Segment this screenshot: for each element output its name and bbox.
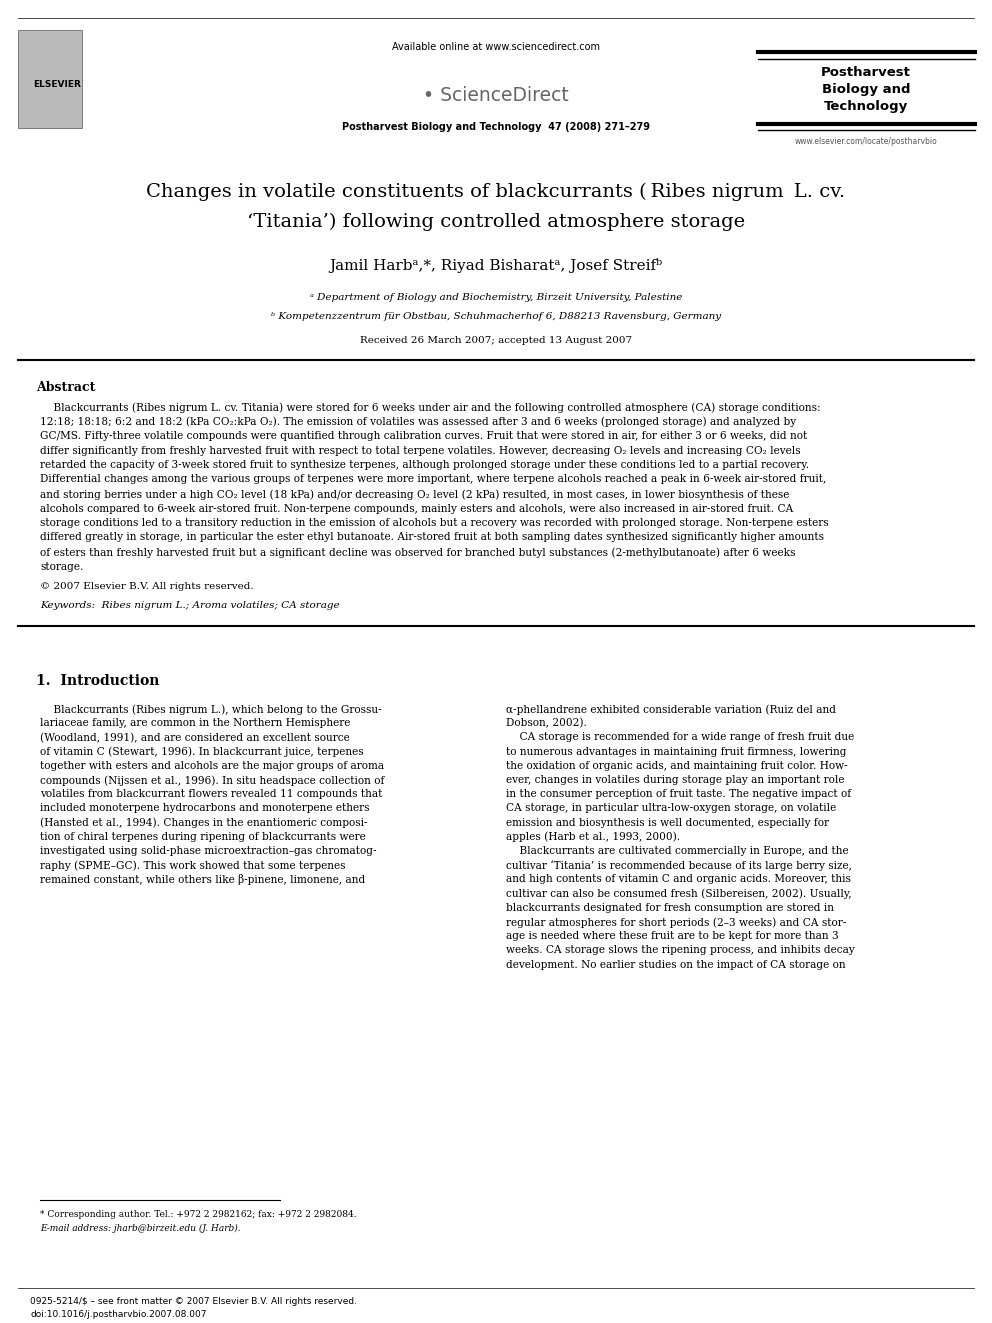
Text: in the consumer perception of fruit taste. The negative impact of: in the consumer perception of fruit tast… [506, 790, 851, 799]
Text: investigated using solid-phase microextraction–gas chromatog-: investigated using solid-phase microextr… [40, 845, 377, 856]
Text: storage conditions led to a transitory reduction in the emission of alcohols but: storage conditions led to a transitory r… [40, 519, 828, 528]
Text: Received 26 March 2007; accepted 13 August 2007: Received 26 March 2007; accepted 13 Augu… [360, 336, 632, 345]
Text: Dobson, 2002).: Dobson, 2002). [506, 718, 587, 729]
Text: together with esters and alcohols are the major groups of aroma: together with esters and alcohols are th… [40, 761, 384, 771]
Text: raphy (SPME–GC). This work showed that some terpenes: raphy (SPME–GC). This work showed that s… [40, 860, 345, 871]
Text: weeks. CA storage slows the ripening process, and inhibits decay: weeks. CA storage slows the ripening pro… [506, 946, 855, 955]
Text: Abstract: Abstract [36, 381, 95, 394]
Text: the oxidation of organic acids, and maintaining fruit color. How-: the oxidation of organic acids, and main… [506, 761, 847, 771]
Text: included monoterpene hydrocarbons and monoterpene ethers: included monoterpene hydrocarbons and mo… [40, 803, 369, 814]
Text: apples (Harb et al., 1993, 2000).: apples (Harb et al., 1993, 2000). [506, 832, 681, 843]
Text: www.elsevier.com/locate/postharvbio: www.elsevier.com/locate/postharvbio [795, 138, 937, 146]
Text: Keywords:  Ribes nigrum L.; Aroma volatiles; CA storage: Keywords: Ribes nigrum L.; Aroma volatil… [40, 601, 339, 610]
Text: CA storage, in particular ultra-low-oxygen storage, on volatile: CA storage, in particular ultra-low-oxyg… [506, 803, 836, 814]
Text: ᵃ Department of Biology and Biochemistry, Birzeit University, Palestine: ᵃ Department of Biology and Biochemistry… [310, 292, 682, 302]
Text: Blackcurrants are cultivated commercially in Europe, and the: Blackcurrants are cultivated commerciall… [506, 845, 848, 856]
Text: to numerous advantages in maintaining fruit firmness, lowering: to numerous advantages in maintaining fr… [506, 746, 846, 757]
Text: ‘Titania’) following controlled atmosphere storage: ‘Titania’) following controlled atmosphe… [247, 213, 745, 232]
Bar [18, 30, 82, 128]
Text: * Corresponding author. Tel.: +972 2 2982162; fax: +972 2 2982084.: * Corresponding author. Tel.: +972 2 298… [40, 1211, 357, 1218]
Text: of esters than freshly harvested fruit but a significant decline was observed fo: of esters than freshly harvested fruit b… [40, 546, 796, 557]
Text: and storing berries under a high CO₂ level (18 kPa) and/or decreasing O₂ level (: and storing berries under a high CO₂ lev… [40, 490, 790, 500]
Text: blackcurrants designated for fresh consumption are stored in: blackcurrants designated for fresh consu… [506, 902, 834, 913]
Text: E-mail address: jharb@birzeit.edu (J. Harb).: E-mail address: jharb@birzeit.edu (J. Ha… [40, 1224, 241, 1233]
Text: (Woodland, 1991), and are considered an excellent source: (Woodland, 1991), and are considered an … [40, 733, 350, 742]
Text: Changes in volatile constituents of blackcurrants ( Ribes nigrum  L. cv.: Changes in volatile constituents of blac… [147, 183, 845, 201]
Text: regular atmospheres for short periods (2–3 weeks) and CA stor-: regular atmospheres for short periods (2… [506, 917, 846, 927]
Text: compounds (Nijssen et al., 1996). In situ headspace collection of: compounds (Nijssen et al., 1996). In sit… [40, 775, 384, 786]
Text: remained constant, while others like β-pinene, limonene, and: remained constant, while others like β-p… [40, 875, 365, 885]
Text: lariaceae family, are common in the Northern Hemisphere: lariaceae family, are common in the Nort… [40, 718, 350, 728]
Text: of vitamin C (Stewart, 1996). In blackcurrant juice, terpenes: of vitamin C (Stewart, 1996). In blackcu… [40, 746, 364, 757]
Text: © 2007 Elsevier B.V. All rights reserved.: © 2007 Elsevier B.V. All rights reserved… [40, 582, 254, 591]
Text: tion of chiral terpenes during ripening of blackcurrants were: tion of chiral terpenes during ripening … [40, 832, 366, 841]
Text: CA storage is recommended for a wide range of fresh fruit due: CA storage is recommended for a wide ran… [506, 733, 854, 742]
Text: differ significantly from freshly harvested fruit with respect to total terpene : differ significantly from freshly harves… [40, 446, 801, 455]
Text: Jamil Harbᵃ,*, Riyad Bisharatᵃ, Josef Streifᵇ: Jamil Harbᵃ,*, Riyad Bisharatᵃ, Josef St… [329, 258, 663, 273]
Text: differed greatly in storage, in particular the ester ethyl butanoate. Air-stored: differed greatly in storage, in particul… [40, 532, 824, 542]
Text: 12:18; 18:18; 6:2 and 18:2 (kPa CO₂:kPa O₂). The emission of volatiles was asses: 12:18; 18:18; 6:2 and 18:2 (kPa CO₂:kPa … [40, 417, 797, 427]
Text: α-phellandrene exhibited considerable variation (Ruiz del and: α-phellandrene exhibited considerable va… [506, 704, 836, 714]
Text: development. No earlier studies on the impact of CA storage on: development. No earlier studies on the i… [506, 959, 845, 970]
Text: Blackcurrants (Ribes nigrum L. cv. Titania) were stored for 6 weeks under air an: Blackcurrants (Ribes nigrum L. cv. Titan… [40, 402, 820, 413]
Text: (Hansted et al., 1994). Changes in the enantiomeric composi-: (Hansted et al., 1994). Changes in the e… [40, 818, 367, 828]
Text: alcohols compared to 6-week air-stored fruit. Non-terpene compounds, mainly este: alcohols compared to 6-week air-stored f… [40, 504, 794, 513]
Text: GC/MS. Fifty-three volatile compounds were quantified through calibration curves: GC/MS. Fifty-three volatile compounds we… [40, 431, 807, 441]
Text: and high contents of vitamin C and organic acids. Moreover, this: and high contents of vitamin C and organ… [506, 875, 851, 884]
Text: Postharvest Biology and Technology  47 (2008) 271–279: Postharvest Biology and Technology 47 (2… [342, 122, 650, 132]
Text: Available online at www.sciencedirect.com: Available online at www.sciencedirect.co… [392, 42, 600, 52]
Text: 1.  Introduction: 1. Introduction [36, 673, 160, 688]
Text: • ScienceDirect: • ScienceDirect [424, 86, 568, 105]
Text: cultivar ‘Titania’ is recommended because of its large berry size,: cultivar ‘Titania’ is recommended becaus… [506, 860, 852, 871]
Text: age is needed where these fruit are to be kept for more than 3: age is needed where these fruit are to b… [506, 931, 838, 941]
Text: emission and biosynthesis is well documented, especially for: emission and biosynthesis is well docume… [506, 818, 829, 828]
Text: retarded the capacity of 3-week stored fruit to synthesize terpenes, although pr: retarded the capacity of 3-week stored f… [40, 460, 809, 470]
Text: storage.: storage. [40, 561, 83, 572]
Text: Differential changes among the various groups of terpenes were more important, w: Differential changes among the various g… [40, 475, 826, 484]
Text: ELSEVIER: ELSEVIER [33, 79, 81, 89]
Text: ᵇ Kompetenzzentrum für Obstbau, Schuhmacherhof 6, D88213 Ravensburg, Germany: ᵇ Kompetenzzentrum für Obstbau, Schuhmac… [271, 312, 721, 321]
Text: doi:10.1016/j.postharvbio.2007.08.007: doi:10.1016/j.postharvbio.2007.08.007 [30, 1310, 206, 1319]
Text: Blackcurrants (Ribes nigrum L.), which belong to the Grossu-: Blackcurrants (Ribes nigrum L.), which b… [40, 704, 382, 714]
Text: Postharvest
Biology and
Technology: Postharvest Biology and Technology [821, 66, 911, 112]
Text: 0925-5214/$ – see front matter © 2007 Elsevier B.V. All rights reserved.: 0925-5214/$ – see front matter © 2007 El… [30, 1297, 357, 1306]
Text: ever, changes in volatiles during storage play an important role: ever, changes in volatiles during storag… [506, 775, 844, 785]
Text: cultivar can also be consumed fresh (Silbereisen, 2002). Usually,: cultivar can also be consumed fresh (Sil… [506, 889, 851, 900]
Text: volatiles from blackcurrant flowers revealed 11 compounds that: volatiles from blackcurrant flowers reve… [40, 790, 382, 799]
